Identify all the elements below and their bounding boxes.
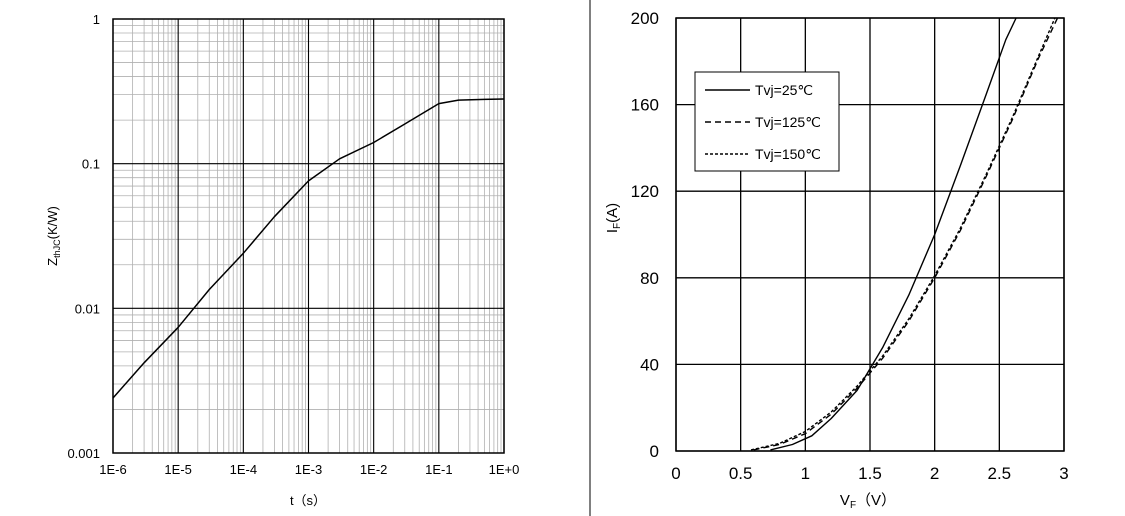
left-y-tick-label: 0.001 (67, 446, 100, 461)
left-x-tick-labels: 1E-6 1E-5 1E-4 1E-3 1E-2 1E-1 1E+0 (99, 462, 519, 477)
right-x-tick-label: 0 (671, 464, 680, 483)
legend: Tvj=25℃ Tvj=125℃ Tvj=150℃ (694, 71, 840, 172)
left-x-tick-label: 1E-2 (360, 462, 387, 477)
left-y-tick-label: 0.01 (75, 301, 100, 316)
right-y-tick-label: 200 (631, 9, 659, 28)
right-y-tick-label: 80 (640, 269, 659, 288)
left-x-tick-label: 1E-5 (164, 462, 191, 477)
right-series-line-3 (750, 17, 1056, 451)
legend-label-3: Tvj=150℃ (755, 146, 821, 162)
left-y-axis-title: ZthJC(K/W) (45, 206, 62, 266)
left-x-tick-label: 1E-6 (99, 462, 126, 477)
right-series-line-2 (753, 17, 1059, 451)
left-x-tick-label: 1E-3 (295, 462, 322, 477)
left-y-tick-label: 1 (93, 12, 100, 27)
right-y-axis-title: IF(A) (604, 203, 623, 233)
left-series-group (112, 98, 505, 399)
right-y-tick-labels: 0 40 80 120 160 200 (631, 9, 659, 461)
legend-label-1: Tvj=25℃ (755, 82, 813, 98)
left-series-line (112, 98, 505, 399)
right-y-tick-label: 0 (650, 442, 659, 461)
right-plot-frame (675, 17, 1065, 452)
right-series-line-1 (770, 17, 1017, 451)
right-y-tick-label: 120 (631, 182, 659, 201)
right-y-tick-label: 40 (640, 355, 659, 374)
legend-label-2: Tvj=125℃ (755, 114, 821, 130)
right-x-tick-label: 1.5 (858, 464, 882, 483)
left-y-tick-label: 0.1 (82, 157, 100, 172)
left-x-tick-label: 1E+0 (489, 462, 520, 477)
left-x-tick-label: 1E-1 (425, 462, 452, 477)
right-x-tick-label: 0.5 (729, 464, 753, 483)
thermal-impedance-chart: 1E-6 1E-5 1E-4 1E-3 1E-2 1E-1 1E+0 1 0.1 0.01 0.0… (45, 12, 519, 508)
left-plot-frame (112, 18, 505, 454)
right-series-group (750, 17, 1059, 451)
left-x-axis-title: t（s） (290, 493, 326, 508)
right-x-tick-labels: 0 0.5 1 1.5 2 2.5 3 (671, 464, 1068, 483)
left-x-tick-label: 1E-4 (230, 462, 257, 477)
right-x-tick-label: 3 (1059, 464, 1068, 483)
right-x-axis-title: VF（V） (840, 492, 896, 511)
left-y-tick-labels: 1 0.1 0.01 0.001 (67, 12, 100, 461)
right-x-tick-label: 2.5 (988, 464, 1012, 483)
right-x-tick-label: 1 (801, 464, 810, 483)
right-y-tick-label: 160 (631, 96, 659, 115)
right-x-tick-label: 2 (930, 464, 939, 483)
